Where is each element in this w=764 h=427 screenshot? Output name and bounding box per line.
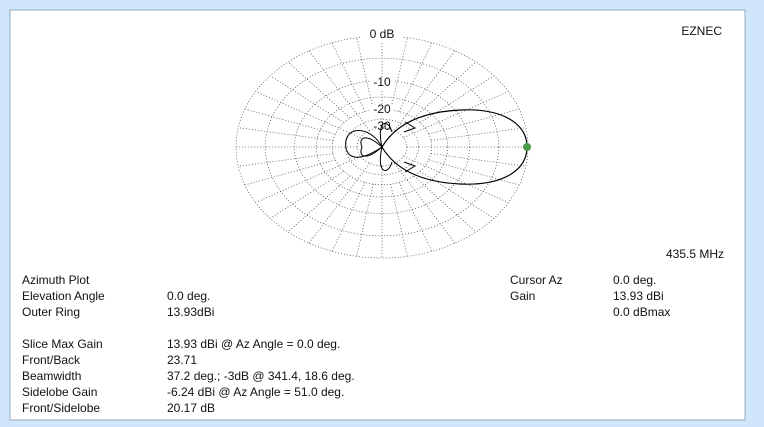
grid-ring xyxy=(293,80,470,214)
ring-label: -30 xyxy=(373,119,391,133)
panel xyxy=(9,9,746,421)
row-label: Gain xyxy=(510,289,535,303)
grid-spoke xyxy=(390,184,408,257)
grid-spoke xyxy=(413,61,477,119)
row-label: Sidelobe Gain xyxy=(22,385,97,399)
label-bg xyxy=(370,77,394,89)
row-label: Beamwidth xyxy=(22,369,81,383)
grid-spoke xyxy=(430,153,526,167)
grid-spoke xyxy=(255,91,361,138)
grid-spoke xyxy=(428,108,520,135)
ring-label: -20 xyxy=(373,102,391,116)
grid-spoke xyxy=(403,91,509,138)
grid-spoke xyxy=(413,175,477,233)
grid-spoke xyxy=(356,184,374,257)
ring-label: 0 dB xyxy=(370,27,395,41)
grid-spoke xyxy=(238,127,334,141)
grid-ring xyxy=(315,96,449,198)
grid-spoke xyxy=(331,182,366,252)
grid-spoke xyxy=(403,156,509,203)
row-value: 23.71 xyxy=(167,353,197,367)
grid-spoke xyxy=(398,182,433,252)
polar-grid xyxy=(235,35,529,259)
row-label: Slice Max Gain xyxy=(22,337,103,351)
grid-spoke xyxy=(428,159,520,186)
info-text: Azimuth Plot Elevation Angle 0.0 deg. Outer… xyxy=(22,273,670,415)
back-lobes xyxy=(345,121,417,173)
grid-spoke xyxy=(244,108,336,135)
label-bg xyxy=(362,29,402,41)
grid-spoke xyxy=(287,175,351,233)
grid-spoke xyxy=(331,42,366,112)
row-value: 13.93dBi xyxy=(167,305,214,319)
brand: EZNEC xyxy=(681,24,722,38)
grid-spoke xyxy=(419,170,495,219)
grid-spoke xyxy=(356,37,374,110)
row-value: -6.24 dBi @ Az Angle = 51.0 deg. xyxy=(167,385,344,399)
row-label: Azimuth Plot xyxy=(22,273,90,287)
grid-spoke xyxy=(255,156,361,203)
row-value: 37.2 deg.; -3dB @ 341.4, 18.6 deg. xyxy=(167,369,355,383)
grid-spoke xyxy=(419,75,495,124)
row-label: Elevation Angle xyxy=(22,289,105,303)
grid-spoke xyxy=(287,61,351,119)
grid-spoke xyxy=(244,159,336,186)
grid-spoke xyxy=(390,37,408,110)
grid-spoke xyxy=(269,75,345,124)
frequency: 435.5 MHz xyxy=(666,247,724,261)
row-value: 13.93 dBi @ Az Angle = 0.0 deg. xyxy=(167,337,340,351)
row-value: 13.93 dBi xyxy=(613,289,664,303)
grid-spoke xyxy=(398,42,433,112)
label-bg xyxy=(370,104,394,116)
ring-label: -10 xyxy=(373,75,391,89)
grid-spoke xyxy=(238,153,334,167)
row-value: 20.17 dB xyxy=(167,401,215,415)
grid-spoke xyxy=(430,127,526,141)
cursor-dot xyxy=(523,143,531,151)
row-label: Front/Back xyxy=(22,353,81,367)
row-value: 0.0 deg. xyxy=(613,273,656,287)
row-label: Outer Ring xyxy=(22,305,80,319)
row-label: Front/Sidelobe xyxy=(22,401,100,415)
row-label: Cursor Az xyxy=(510,273,563,287)
grid-ring xyxy=(345,118,419,176)
row-value: 0.0 dBmax xyxy=(613,305,670,319)
grid-spoke xyxy=(269,170,345,219)
row-value: 0.0 deg. xyxy=(167,289,210,303)
